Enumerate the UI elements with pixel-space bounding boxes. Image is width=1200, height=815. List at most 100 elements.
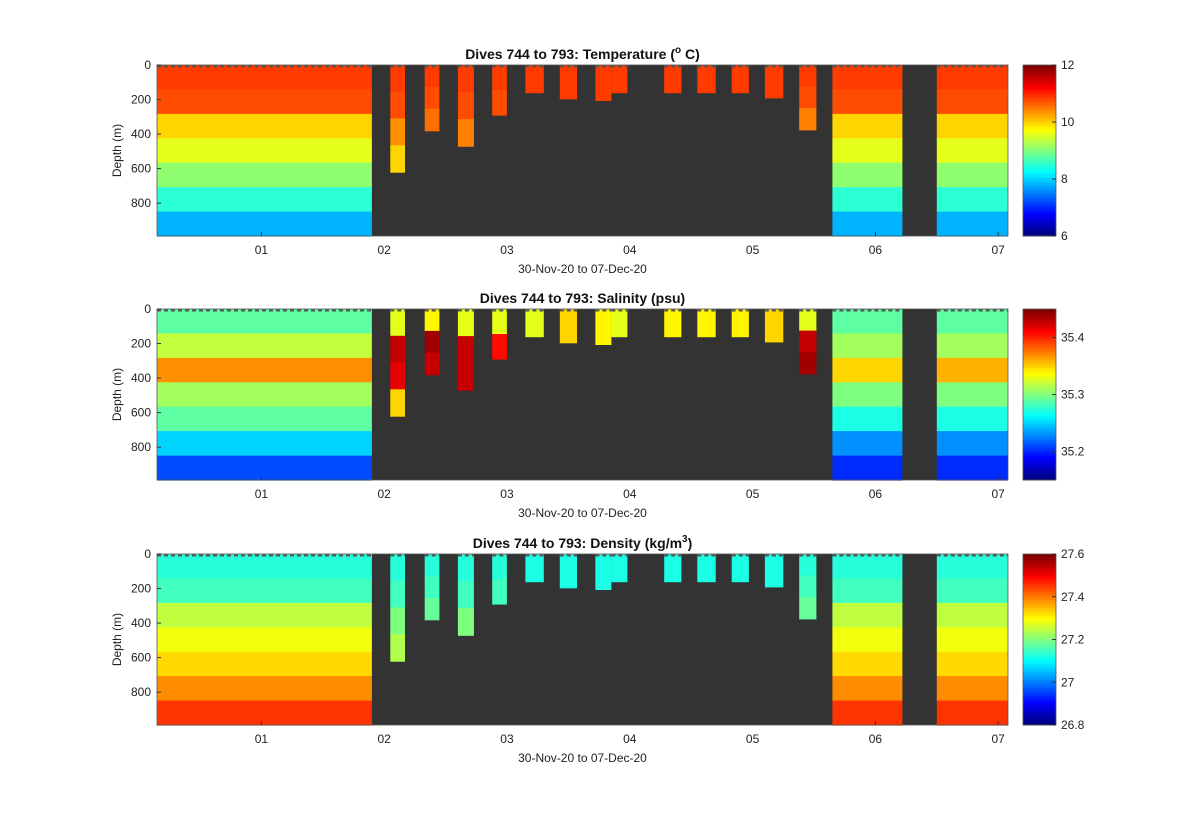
title-main: Dives 744 to 793: Density (kg/m xyxy=(473,535,682,551)
x-tick-label: 01 xyxy=(255,243,269,257)
colorbar-segment xyxy=(1023,466,1056,470)
colorbar-segment xyxy=(1023,578,1056,582)
profile-cell xyxy=(936,700,1008,726)
profile-cell xyxy=(390,389,405,417)
profile-cell xyxy=(157,357,372,383)
profile-cell xyxy=(799,554,817,577)
profile-cell xyxy=(936,65,1008,90)
colorbar-segment xyxy=(1023,594,1056,598)
colorbar-tick-label: 6 xyxy=(1061,229,1068,243)
colorbar-segment xyxy=(1023,642,1056,646)
colorbar-segment xyxy=(1023,351,1056,355)
profile-cell xyxy=(157,138,372,164)
colorbar-segment xyxy=(1023,658,1056,662)
profile-cell xyxy=(936,162,1008,188)
profile-cell xyxy=(390,118,405,146)
colorbar-segment xyxy=(1023,604,1056,608)
profile-cell xyxy=(832,554,903,579)
colorbar-segment xyxy=(1023,370,1056,374)
y-tick-label: 400 xyxy=(131,616,151,630)
colorbar-segment xyxy=(1023,75,1056,79)
colorbar-segment xyxy=(1023,182,1056,186)
colorbar-segment xyxy=(1023,463,1056,468)
colorbar-segment xyxy=(1023,474,1056,478)
x-tick-label: 07 xyxy=(991,243,1005,257)
colorbar-segment xyxy=(1023,78,1056,82)
colorbar-segment xyxy=(1023,650,1056,654)
colorbar-segment xyxy=(1023,177,1056,181)
profile-cell xyxy=(936,578,1008,604)
colorbar-segment xyxy=(1023,311,1056,315)
profile-cell xyxy=(390,309,405,337)
colorbar-segment xyxy=(1023,131,1056,135)
profile-cell xyxy=(424,86,440,110)
colorbar-segment xyxy=(1023,703,1056,707)
colorbar-segment xyxy=(1023,341,1056,345)
profile-cell xyxy=(832,187,903,213)
x-tick-label: 06 xyxy=(869,487,883,501)
colorbar-segment xyxy=(1023,354,1056,358)
colorbar-segment xyxy=(1023,123,1056,127)
profile-cell xyxy=(390,91,405,120)
colorbar-segment xyxy=(1023,636,1056,640)
colorbar-segment xyxy=(1023,166,1056,170)
colorbar-segment xyxy=(1023,129,1056,133)
x-axis-label: 30-Nov-20 to 07-Dec-20 xyxy=(518,506,647,520)
colorbar-segment xyxy=(1023,652,1056,657)
colorbar-segment xyxy=(1023,567,1056,571)
profile-cell xyxy=(832,676,903,702)
colorbar-segment xyxy=(1023,698,1056,702)
colorbar-segment xyxy=(1023,227,1056,232)
colorbar-segment xyxy=(1023,626,1056,630)
colorbar-segment xyxy=(1023,711,1056,715)
profile-cell xyxy=(424,352,440,376)
profile-cell xyxy=(457,65,474,93)
profile-cell xyxy=(936,406,1008,432)
profile-cell xyxy=(832,309,903,334)
y-tick-label: 200 xyxy=(131,337,151,351)
colorbar-segment xyxy=(1023,602,1056,606)
x-tick-label: 03 xyxy=(500,732,514,746)
profile-cell xyxy=(157,431,372,457)
colorbar-segment xyxy=(1023,588,1056,592)
profile-cell xyxy=(611,554,628,583)
colorbar-segment xyxy=(1023,455,1056,460)
colorbar-segment xyxy=(1023,185,1056,189)
colorbar-segment xyxy=(1023,327,1056,331)
y-tick-label: 800 xyxy=(131,196,151,210)
colorbar-segment xyxy=(1023,682,1056,686)
profile-cell xyxy=(936,554,1008,579)
colorbar-segment xyxy=(1023,564,1056,568)
profile-cell xyxy=(799,597,817,620)
profile-cell xyxy=(664,554,682,583)
colorbar-segment xyxy=(1023,367,1056,371)
colorbar-segment xyxy=(1023,222,1056,226)
colorbar-tick-label: 27.2 xyxy=(1061,633,1085,647)
profile-cell xyxy=(157,382,372,408)
colorbar-segment xyxy=(1023,373,1056,377)
colorbar-segment xyxy=(1023,634,1056,638)
colorbar-segment xyxy=(1023,155,1056,160)
profile-cell xyxy=(832,700,903,726)
profile-cell xyxy=(832,162,903,188)
colorbar-segment xyxy=(1023,442,1056,446)
profile-cell xyxy=(936,455,1008,481)
profile-cell xyxy=(157,333,372,359)
profile-cell xyxy=(390,65,405,93)
x-tick-label: 07 xyxy=(991,732,1005,746)
colorbar-segment xyxy=(1023,86,1056,90)
profile-cell xyxy=(424,575,440,599)
colorbar-segment xyxy=(1023,150,1056,154)
colorbar-segment xyxy=(1023,99,1056,103)
profile-cell xyxy=(764,65,784,99)
profile-cell xyxy=(157,187,372,213)
colorbar-segment xyxy=(1023,447,1056,452)
profile-cell xyxy=(157,700,372,726)
colorbar-segment xyxy=(1023,97,1056,101)
colorbar-segment xyxy=(1023,445,1056,449)
profile-cell xyxy=(492,90,507,116)
colorbar-segment xyxy=(1023,89,1056,93)
x-tick-label: 03 xyxy=(500,487,514,501)
colorbar-segment xyxy=(1023,692,1056,697)
axes-frame xyxy=(156,553,1009,726)
